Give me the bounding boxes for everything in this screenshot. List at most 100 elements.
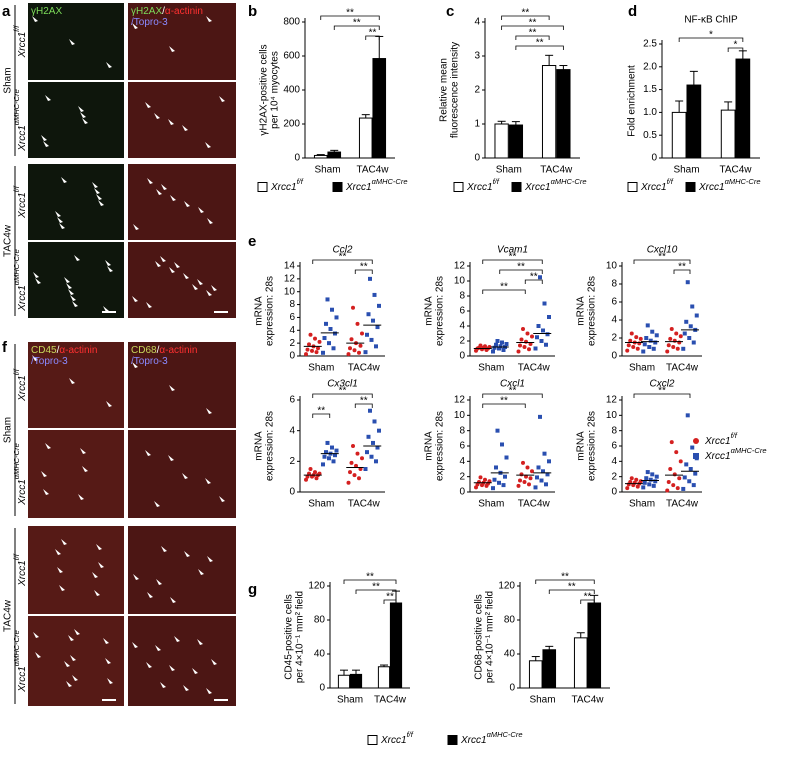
arrowhead (106, 401, 112, 407)
arrowhead (32, 355, 38, 361)
significance-bracket (383, 599, 397, 604)
significance-label: ** (568, 582, 576, 593)
data-point (536, 465, 541, 470)
y-axis-label: expression: 28s (587, 411, 598, 481)
label-base: Xrcc1 (17, 32, 28, 59)
data-point (333, 331, 337, 336)
data-point (365, 332, 369, 337)
data-point (369, 337, 374, 342)
chart-title: Cxcl10 (647, 245, 678, 256)
data-point (648, 338, 653, 343)
arrowhead (107, 678, 113, 684)
label: Xrcc1αMHC-Cre (12, 89, 27, 152)
label-base: Xrcc1 (698, 182, 725, 193)
y-tick-label: 2 (459, 336, 465, 347)
stain-segment: CD68 (131, 345, 157, 356)
panel-letter: e (248, 233, 256, 250)
stain-label: /Topro-3 (131, 17, 168, 28)
data-point (492, 477, 497, 482)
significance-bracket (548, 589, 595, 594)
data-point (321, 350, 325, 355)
data-point (351, 305, 355, 310)
data-point (331, 346, 336, 351)
data-point (322, 454, 327, 459)
y-tick-label: 10 (454, 410, 466, 421)
data-point (671, 483, 676, 488)
arrowhead (106, 62, 112, 68)
data-point (516, 483, 521, 488)
significance-bracket (633, 259, 691, 264)
group-label: TAC4w (3, 224, 14, 257)
y-tick-label: 8 (611, 425, 617, 436)
data-point (357, 476, 361, 481)
significance-bracket (312, 393, 373, 398)
data-point (665, 488, 670, 493)
label-superscript: αMHC-Cre (725, 177, 761, 186)
arrowhead (107, 266, 113, 272)
y-tick-label: 120 (498, 581, 515, 592)
group-label: Sham (3, 417, 14, 443)
data-point (365, 450, 369, 455)
significance-bracket (678, 37, 744, 42)
stain-segment: γH2AX (31, 6, 62, 17)
legend-swatch (447, 735, 458, 745)
data-point (684, 462, 689, 467)
x-tick-label: TAC4w (666, 499, 699, 510)
bar (313, 154, 328, 159)
data-point (675, 346, 680, 351)
x-tick-label: Sham (314, 165, 340, 176)
label-superscript: f/f (12, 25, 21, 32)
significance-bracket (312, 413, 331, 418)
y-tick-label: 0 (319, 683, 325, 694)
data-point (357, 350, 361, 355)
arrowhead (94, 188, 100, 194)
arrowhead (197, 639, 203, 645)
data-point (375, 325, 380, 330)
bar (389, 602, 403, 689)
data-point (330, 445, 334, 450)
label-superscript: f/f (667, 177, 674, 186)
arrowhead (198, 569, 204, 575)
data-point (533, 485, 538, 490)
panel-letter: f (2, 339, 8, 356)
label: Xrcc1αMHC-Cre (704, 446, 767, 461)
arrowhead (154, 113, 160, 119)
arrowhead (33, 632, 39, 638)
data-point (527, 347, 531, 352)
arrowhead (169, 267, 175, 273)
arrowhead (98, 562, 104, 568)
label-base: Xrcc1 (270, 182, 297, 193)
arrowhead (182, 125, 188, 131)
y-tick-label: 800 (283, 17, 300, 28)
label-superscript: αMHC-Cre (12, 630, 21, 666)
data-point (681, 486, 686, 491)
arrowhead (211, 285, 217, 291)
chart-title: Cx3cl1 (327, 379, 358, 390)
data-point (348, 346, 352, 351)
data-point (377, 303, 381, 308)
arrowhead (145, 102, 151, 108)
data-point (645, 323, 650, 328)
label: Xrcc1f/f (704, 431, 738, 446)
x-tick-label: Sham (478, 499, 504, 510)
data-point (524, 339, 528, 344)
y-tick-label: 12 (284, 273, 296, 284)
y-tick-label: 6 (611, 441, 617, 452)
data-point (536, 324, 541, 328)
data-point (377, 428, 381, 433)
arrowhead (96, 194, 102, 200)
label: Xrcc1αMHC-Cre (12, 443, 27, 506)
arrowhead (59, 223, 65, 229)
data-point (628, 338, 633, 343)
arrowhead (154, 501, 160, 507)
x-tick-label: TAC4w (356, 165, 389, 176)
data-point (331, 459, 336, 464)
arrowhead (61, 177, 67, 183)
y-axis-label: Fold enrichment (627, 65, 638, 137)
data-point (328, 327, 333, 331)
data-point (355, 451, 360, 456)
stain-label: /Topro-3 (131, 356, 168, 367)
y-tick-label: 4 (474, 17, 480, 28)
arrowhead (174, 636, 180, 642)
data-point (533, 346, 538, 351)
